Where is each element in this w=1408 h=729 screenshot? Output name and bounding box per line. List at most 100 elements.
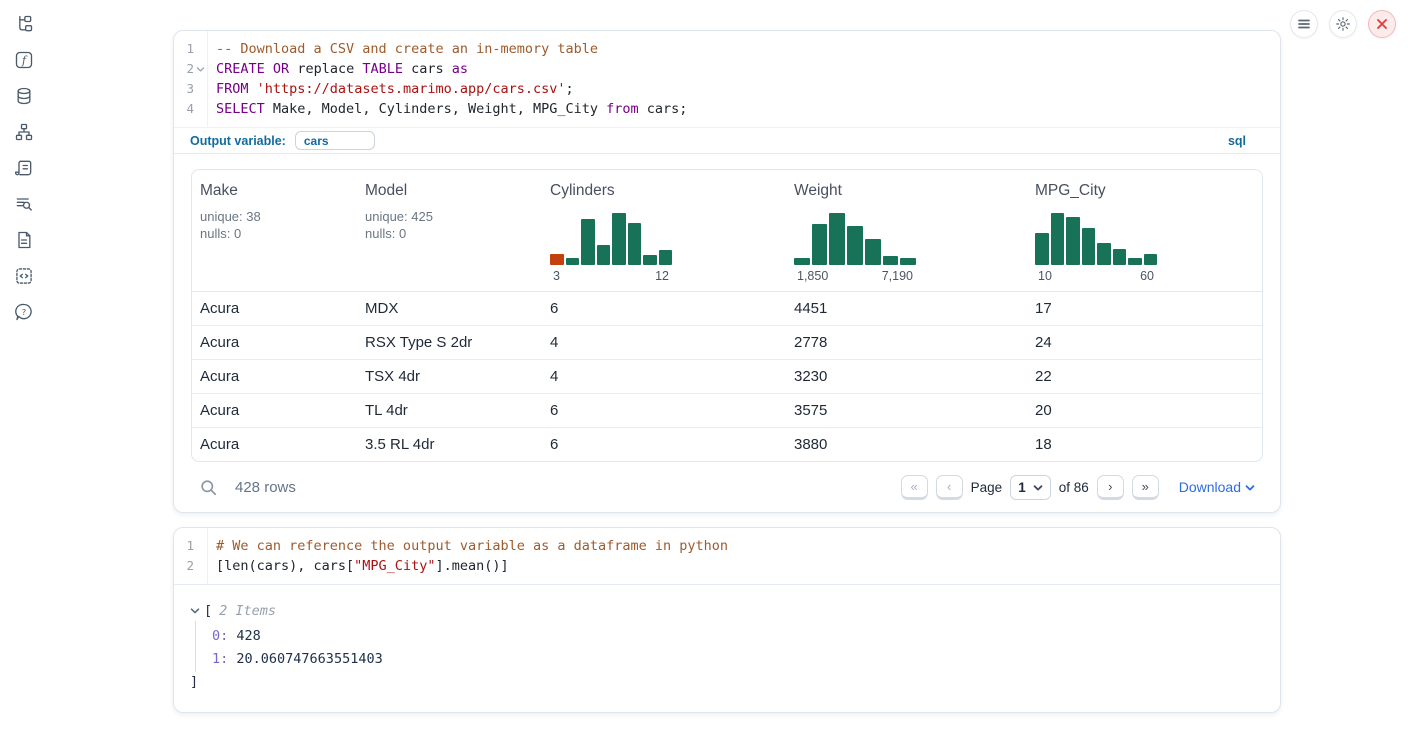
sql-cell: 1 -- Download a CSV and create an in-memo… <box>173 30 1281 513</box>
close-bracket: ] <box>190 674 199 690</box>
mpg-city-histogram[interactable]: 10 60 <box>1035 213 1157 283</box>
pagination: « ‹ Page 1 of 86 › » Download <box>900 474 1255 500</box>
first-page-button[interactable]: « <box>900 474 928 500</box>
chevron-down-icon <box>1245 479 1255 495</box>
shutdown-button[interactable] <box>1368 10 1396 38</box>
line-number: 2 <box>186 61 194 76</box>
collapse-chevron-icon[interactable] <box>190 607 204 615</box>
table-cell: 4 <box>550 334 559 351</box>
table-cell: Acura <box>200 300 240 317</box>
histogram-bar <box>829 213 846 265</box>
tree-item: 0: 428 <box>212 628 261 644</box>
histogram-bar <box>581 219 595 265</box>
output-variable-row: Output variable: sql <box>174 127 1280 154</box>
open-bracket: [ <box>204 603 213 619</box>
table-cell: 6 <box>550 436 559 453</box>
sql-code-editor[interactable]: 1 -- Download a CSV and create an in-memo… <box>174 31 1280 127</box>
histogram-axis-labels: 10 60 <box>1038 269 1154 283</box>
column-header-make: Make unique: 38 nulls: 0 <box>192 170 357 291</box>
language-badge: sql <box>1227 133 1246 148</box>
table-cell: Acura <box>200 334 240 351</box>
data-table: Make unique: 38 nulls: 0 Model unique: 4… <box>191 169 1263 462</box>
column-header-mpg-city: MPG_City 10 60 <box>1027 170 1262 291</box>
sidebar: f ? <box>0 0 48 729</box>
logs-icon[interactable] <box>14 194 34 214</box>
line-number: 1 <box>186 41 194 56</box>
datasources-icon[interactable] <box>14 86 34 106</box>
code-line[interactable]: 4 SELECT Make, Model, Cylinders, Weight, … <box>174 99 1280 119</box>
output-variable-input[interactable] <box>294 131 375 150</box>
code-line[interactable]: 3 FROM 'https://datasets.marimo.app/cars.… <box>174 79 1280 99</box>
previous-page-button[interactable]: ‹ <box>935 474 963 500</box>
table-row: Acura MDX 6 4451 17 <box>192 292 1262 326</box>
table-cell: MDX <box>365 300 399 317</box>
column-stats: unique: 38 nulls: 0 <box>200 209 261 241</box>
fold-chevron-icon[interactable] <box>194 59 207 79</box>
column-header-model: Model unique: 425 nulls: 0 <box>357 170 542 291</box>
code-line[interactable]: 1 -- Download a CSV and create an in-memo… <box>174 39 1280 59</box>
documentation-icon[interactable] <box>14 230 34 250</box>
search-button[interactable] <box>199 478 218 497</box>
svg-text:?: ? <box>22 307 26 317</box>
histogram-bar <box>794 258 810 265</box>
column-label: Cylinders <box>550 182 615 199</box>
column-label: Weight <box>794 182 842 199</box>
histogram-bar <box>1128 257 1142 265</box>
page-label: Page <box>970 479 1003 495</box>
tree-root: [ 2 Items <box>190 601 1264 621</box>
code-line[interactable]: 2 CREATE OR replace TABLE cars as <box>174 59 1280 79</box>
table-cell: Acura <box>200 368 240 385</box>
settings-button[interactable] <box>1329 10 1357 38</box>
table-cell: 17 <box>1035 300 1052 317</box>
histogram-bar <box>612 213 626 265</box>
code-line[interactable]: 1 # We can reference the output variable … <box>174 536 1280 556</box>
menu-button[interactable] <box>1290 10 1318 38</box>
python-code-editor[interactable]: 1 # We can reference the output variable … <box>174 528 1280 584</box>
histogram-bar <box>882 255 899 265</box>
page-select[interactable]: 1 <box>1010 474 1051 500</box>
weight-histogram[interactable]: 1,850 7,190 <box>794 213 917 283</box>
histogram-bar <box>643 254 657 265</box>
items-count-label: 2 Items <box>219 603 277 619</box>
histogram-bar <box>1143 253 1157 265</box>
table-cell: 4 <box>550 368 559 385</box>
last-page-button[interactable]: » <box>1131 474 1159 500</box>
functions-icon[interactable]: f <box>14 50 34 70</box>
scratchpad-icon[interactable] <box>14 266 34 286</box>
table-cell: 6 <box>550 300 559 317</box>
column-stats: unique: 425 nulls: 0 <box>365 209 433 241</box>
histogram-bar <box>1112 249 1126 265</box>
table-row: Acura RSX Type S 2dr 4 2778 24 <box>192 326 1262 360</box>
tree-items: 0: 428 1: 20.060747663551403 <box>195 621 1264 672</box>
svg-text:f: f <box>21 54 28 67</box>
table-row: Acura 3.5 RL 4dr 6 3880 18 <box>192 428 1262 461</box>
download-button[interactable]: Download <box>1179 479 1255 495</box>
table-cell: 18 <box>1035 436 1052 453</box>
table-cell: 4451 <box>794 300 828 317</box>
code-line[interactable]: 2 [len(cars), cars["MPG_City"].mean()] <box>174 556 1280 576</box>
table-cell: 6 <box>550 402 559 419</box>
snippets-icon[interactable] <box>14 158 34 178</box>
histogram-bar <box>596 245 610 265</box>
notebook-main: 1 -- Download a CSV and create an in-memo… <box>173 0 1281 713</box>
table-cell: 2778 <box>794 334 828 351</box>
table-header: Make unique: 38 nulls: 0 Model unique: 4… <box>192 170 1262 292</box>
dependency-graph-icon[interactable] <box>14 122 34 142</box>
column-label: Model <box>365 182 408 199</box>
chevron-down-icon <box>1033 480 1043 495</box>
table-cell: RSX Type S 2dr <box>365 334 473 351</box>
cylinders-histogram[interactable]: 3 12 <box>550 213 672 283</box>
histogram-bar <box>627 223 641 265</box>
histogram-bar <box>811 224 828 265</box>
histogram-bar <box>1050 213 1064 265</box>
python-cell: 1 # We can reference the output variable … <box>173 527 1281 713</box>
help-icon[interactable]: ? <box>14 302 34 322</box>
table-cell: Acura <box>200 436 240 453</box>
histogram-bar <box>1081 227 1095 265</box>
next-page-button[interactable]: › <box>1096 474 1124 500</box>
file-explorer-icon[interactable] <box>14 14 34 34</box>
histogram-axis-labels: 1,850 7,190 <box>797 269 913 283</box>
table-cell: 22 <box>1035 368 1052 385</box>
table-body: Acura MDX 6 4451 17 Acura RSX Type S 2dr 4 2778 2… <box>192 292 1262 461</box>
line-number: 1 <box>186 538 194 553</box>
